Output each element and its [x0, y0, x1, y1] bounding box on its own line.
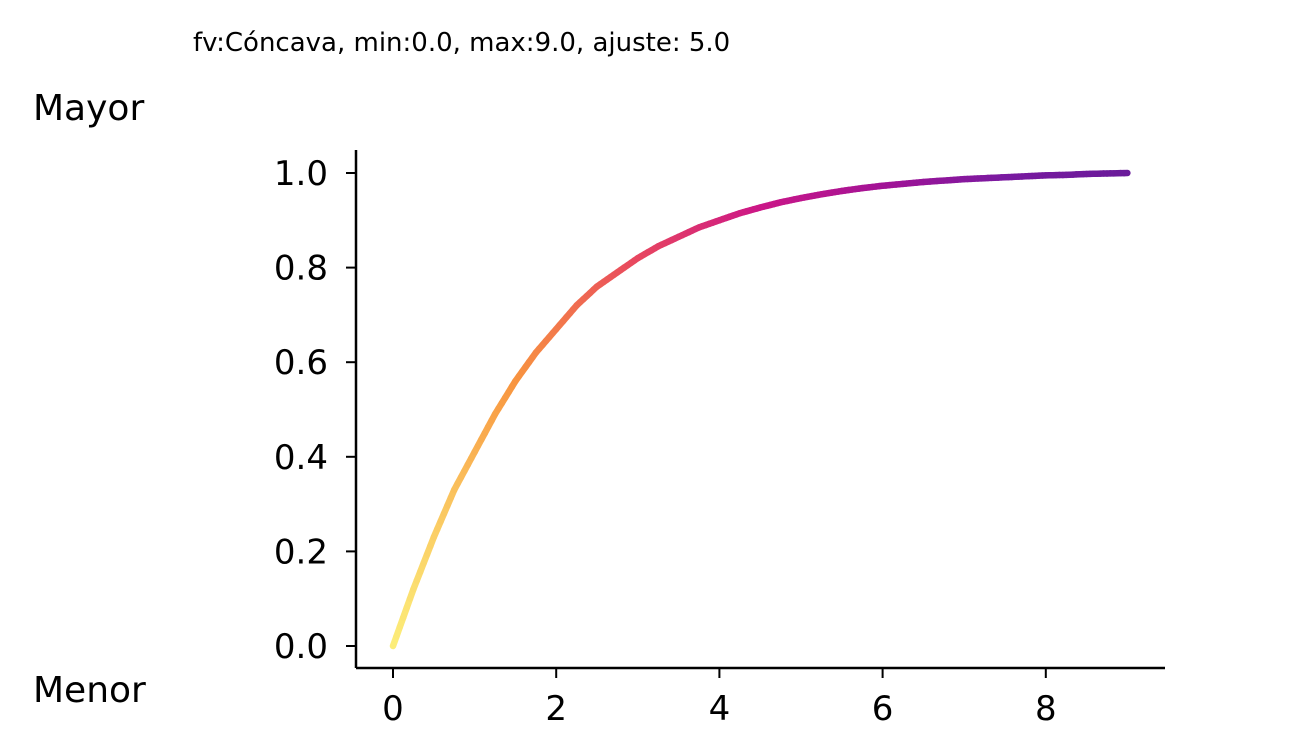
axes — [354, 150, 1165, 670]
y-tick-label: 1.0 — [274, 154, 328, 194]
x-tick-label: 6 — [872, 689, 894, 729]
y-tick-label: 0.2 — [274, 532, 328, 572]
x-tick-label: 8 — [1035, 689, 1057, 729]
chart-title: fv:Cóncava, min:0.0, max:9.0, ajuste: 5.… — [193, 28, 731, 58]
y-tick-label: 0.4 — [274, 438, 328, 478]
upper-scale-label: Mayor — [33, 88, 145, 129]
ticks: 0 2 4 6 8 0.0 0.2 0.4 0.6 0.8 1.0 — [274, 154, 1057, 729]
y-tick-label: 0.6 — [274, 343, 328, 383]
y-tick-label: 0.0 — [274, 627, 328, 667]
y-tick-label: 0.8 — [274, 249, 328, 289]
series-curve — [389, 169, 1131, 650]
x-tick-label: 2 — [545, 689, 567, 729]
x-tick-label: 0 — [382, 689, 404, 729]
lower-scale-label: Menor — [33, 670, 146, 711]
x-tick-label: 4 — [709, 689, 731, 729]
